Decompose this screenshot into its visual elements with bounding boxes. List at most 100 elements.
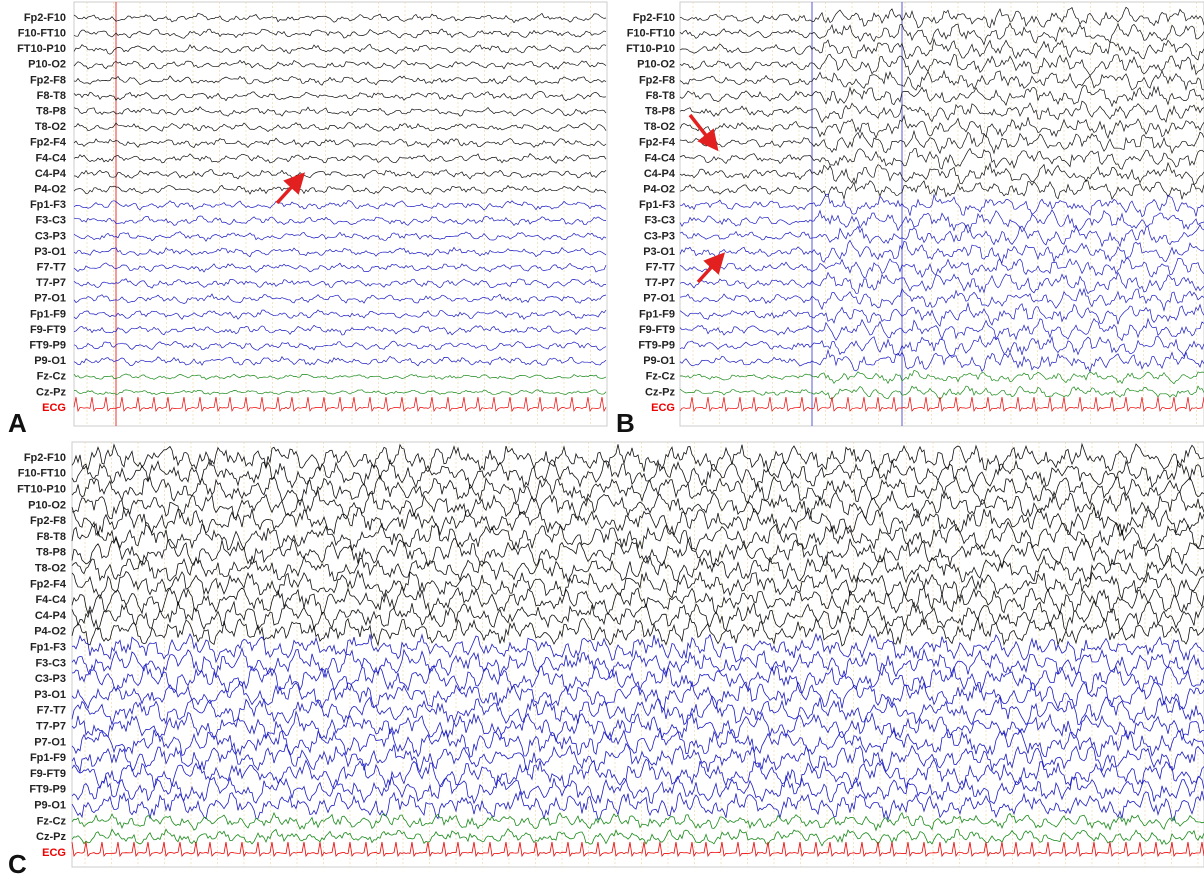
eeg-trace <box>679 209 1204 232</box>
eeg-trace <box>73 91 607 102</box>
channel-label: P3-O1 <box>34 246 66 258</box>
eeg-trace <box>73 262 607 273</box>
eeg-trace <box>71 615 1204 647</box>
eeg-trace <box>73 355 607 367</box>
channel-label: P9-O1 <box>34 800 66 812</box>
eeg-trace <box>71 827 1204 847</box>
channel-label: F4-C4 <box>35 152 66 164</box>
panel-letter: A <box>8 408 27 438</box>
channel-label: Fp2-F8 <box>639 74 675 86</box>
channel-label: ECG <box>42 847 66 859</box>
eeg-trace <box>73 200 607 211</box>
channel-label: P9-O1 <box>34 355 66 367</box>
channel-label: FT9-P9 <box>29 340 66 352</box>
channel-label: F3-C3 <box>35 657 66 669</box>
channel-label: T8-O2 <box>35 121 66 133</box>
channel-label: C4-P4 <box>35 610 67 622</box>
channel-label: T8-P8 <box>36 547 66 559</box>
channel-label: T8-P8 <box>645 106 675 118</box>
eeg-trace <box>679 100 1204 124</box>
eeg-trace <box>679 385 1204 400</box>
eeg-trace <box>71 632 1204 664</box>
eeg-trace <box>679 369 1204 385</box>
channel-label: Fp2-F10 <box>24 12 66 24</box>
channel-label: P4-O2 <box>643 184 675 196</box>
channel-label: T7-P7 <box>645 277 675 289</box>
channel-label: Fp2-F10 <box>633 12 675 24</box>
eeg-trace <box>73 137 607 149</box>
eeg-trace <box>71 710 1204 743</box>
eeg-trace <box>73 309 607 320</box>
eeg-trace <box>73 396 607 413</box>
eeg-trace <box>73 169 607 180</box>
eeg-panel: Fp2-F10 F10-FT10 FT10-P10 P10-O2 Fp2-F8 F8-T8… <box>8 1 608 438</box>
channel-label: Fp1-F3 <box>30 199 66 211</box>
channel-label: P10-O2 <box>637 59 675 71</box>
eeg-trace <box>73 12 607 24</box>
channel-label: Fp2-F4 <box>30 578 67 590</box>
channel-label: P10-O2 <box>28 59 66 71</box>
channel-label: F3-C3 <box>644 215 675 227</box>
channel-label: Fz-Cz <box>37 371 67 383</box>
channel-label: T7-P7 <box>36 277 66 289</box>
channel-label: Fp1-F3 <box>30 642 66 654</box>
eeg-trace <box>73 231 607 242</box>
eeg-trace <box>73 373 607 380</box>
eeg-trace <box>73 106 607 117</box>
channel-label: ECG <box>42 402 66 414</box>
channel-label: Fp1-F9 <box>30 308 66 320</box>
channel-label: P7-O1 <box>34 736 66 748</box>
eeg-trace <box>679 84 1204 108</box>
arrows <box>275 113 726 284</box>
eeg-trace <box>679 114 1204 140</box>
eeg-trace <box>73 184 607 195</box>
eeg-trace <box>71 569 1204 601</box>
eeg-trace <box>679 287 1204 312</box>
eeg-trace <box>73 75 607 86</box>
channel-label: T8-O2 <box>644 121 675 133</box>
eeg-trace <box>71 537 1204 568</box>
panels: Fp2-F10 F10-FT10 FT10-P10 P10-O2 Fp2-F8 F8-T8… <box>8 1 1204 877</box>
eeg-trace <box>71 663 1204 695</box>
eeg-trace <box>679 53 1204 77</box>
eeg-trace <box>679 396 1204 413</box>
eeg-trace <box>679 69 1204 91</box>
eeg-trace <box>73 153 607 164</box>
channel-label: FT10-P10 <box>626 43 675 55</box>
channel-label: Fp2-F10 <box>24 452 66 464</box>
eeg-trace <box>71 841 1204 858</box>
eeg-trace <box>73 43 607 55</box>
eeg-trace <box>679 147 1204 170</box>
channel-label: F3-C3 <box>35 215 66 227</box>
channel-label: T7-P7 <box>36 721 66 733</box>
channel-label: C4-P4 <box>35 168 67 180</box>
eeg-trace <box>679 179 1204 201</box>
eeg-trace <box>71 774 1204 805</box>
eeg-trace <box>71 489 1204 522</box>
channel-label: Fp1-F3 <box>639 199 675 211</box>
eeg-trace <box>73 59 607 70</box>
channel-label: P3-O1 <box>34 689 66 701</box>
channel-label: FT9-P9 <box>29 784 66 796</box>
channel-label: F4-C4 <box>644 152 675 164</box>
channel-label: C3-P3 <box>35 673 66 685</box>
arrow <box>275 172 306 205</box>
eeg-trace <box>71 811 1204 832</box>
eeg-trace <box>71 457 1204 490</box>
channel-label: F10-FT10 <box>627 28 675 40</box>
eeg-trace <box>71 790 1204 822</box>
channel-label: F8-T8 <box>646 90 675 102</box>
eeg-trace <box>73 340 607 351</box>
eeg-trace <box>71 646 1204 680</box>
eeg-trace <box>73 122 607 132</box>
eeg-trace <box>71 520 1204 552</box>
eeg-trace <box>679 224 1204 248</box>
eeg-trace <box>679 271 1204 295</box>
channel-label: P9-O1 <box>643 355 675 367</box>
channel-label: Fz-Cz <box>646 371 676 383</box>
channel-label: P4-O2 <box>34 184 66 196</box>
panel-letter: B <box>616 408 635 438</box>
eeg-trace <box>679 161 1204 186</box>
eeg-trace <box>73 278 606 289</box>
